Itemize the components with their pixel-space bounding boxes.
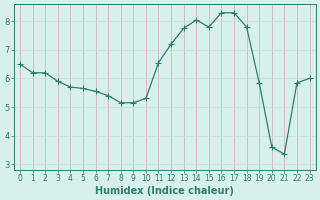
X-axis label: Humidex (Indice chaleur): Humidex (Indice chaleur) xyxy=(95,186,234,196)
